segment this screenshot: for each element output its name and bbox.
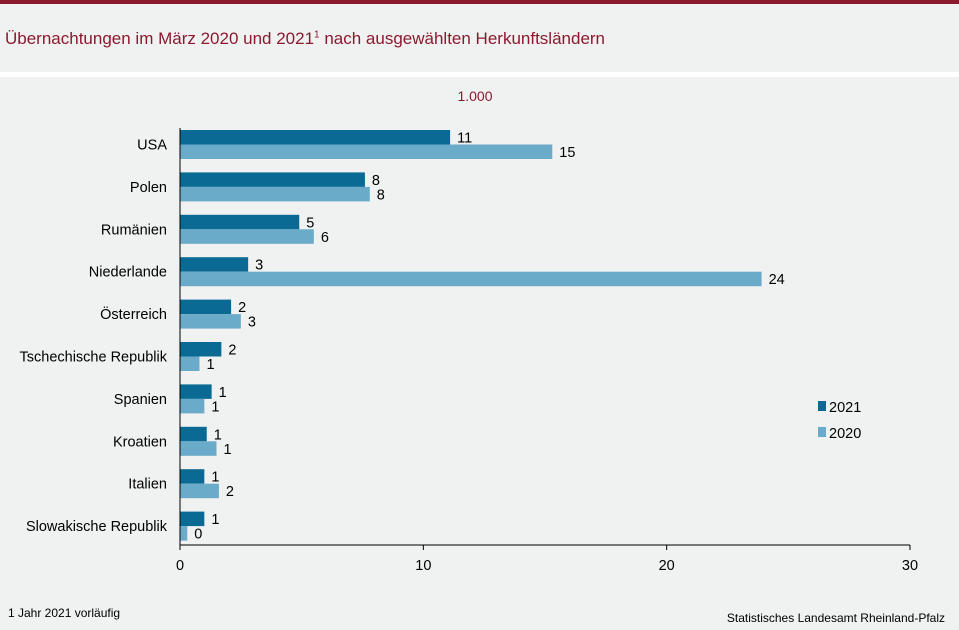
legend-label-2020: 2020: [829, 426, 861, 442]
bar-2020: [180, 356, 200, 371]
title-footnote-marker: 1: [314, 29, 320, 41]
bar-2020: [180, 483, 219, 499]
chart-title: Übernachtungen im März 2020 und 20211 na…: [5, 29, 605, 49]
bar-2021: [180, 214, 300, 230]
category-label: Niederlande: [89, 265, 167, 281]
bar-2020: [180, 314, 241, 329]
footnote: 1 Jahr 2021 vorläufig: [8, 606, 121, 620]
category-label: USA: [137, 138, 167, 154]
bar-2021: [180, 257, 249, 272]
legend-label-2021: 2021: [829, 400, 861, 416]
header-separator: [0, 72, 959, 77]
data-label-2020: 8: [377, 187, 385, 203]
bar-2021: [180, 511, 205, 527]
data-label-2021: 1: [214, 427, 222, 443]
x-tick-label: 30: [902, 558, 918, 574]
bar-2021: [180, 469, 205, 484]
data-label-2021: 5: [306, 215, 314, 231]
bar-2021: [180, 426, 207, 442]
category-label: Italien: [128, 477, 167, 493]
data-label-2021: 2: [228, 343, 236, 359]
source-label: Statistisches Landesamt Rheinland-Pfalz: [726, 611, 945, 625]
data-label-2021: 3: [255, 258, 263, 274]
data-label-2020: 2: [226, 484, 234, 500]
unit-label: 1.000: [457, 88, 493, 104]
category-label: Tschechische Republik: [20, 350, 168, 366]
title-main: Übernachtungen im März 2020 und 2021: [5, 29, 315, 48]
category-label: Rumänien: [101, 222, 167, 238]
bar-2020: [180, 271, 762, 287]
category-label: Kroatien: [113, 434, 167, 450]
data-label-2020: 1: [224, 442, 232, 458]
bar-2021: [180, 299, 232, 315]
data-label-2020: 6: [321, 230, 329, 246]
data-label-2021: 11: [457, 131, 472, 147]
bar-2021: [180, 172, 365, 187]
category-label: Spanien: [114, 392, 167, 408]
legend-swatch-2020: [818, 427, 826, 437]
data-label-2021: 8: [372, 173, 380, 189]
category-label: Slowakische Republik: [26, 519, 168, 535]
title-suffix: nach ausgewählten Herkunftsländern: [319, 29, 606, 48]
header: Übernachtungen im März 2020 und 20211 na…: [0, 4, 959, 72]
data-label-2020: 15: [559, 145, 575, 161]
bar-2020: [180, 186, 370, 202]
category-label: Polen: [130, 180, 167, 196]
bar-2021: [180, 130, 451, 145]
category-label: Österreich: [100, 305, 167, 323]
x-tick-label: 20: [659, 558, 675, 574]
chart-panel: [0, 77, 959, 630]
data-label-2020: 1: [206, 357, 214, 373]
data-label-2020: 0: [194, 527, 202, 543]
bar-2020: [180, 441, 217, 456]
bar-2020: [180, 398, 205, 414]
data-label-2020: 1: [211, 399, 219, 415]
data-label-2021: 1: [219, 385, 227, 401]
bar-2021: [180, 342, 222, 357]
data-label-2020: 3: [248, 315, 256, 331]
legend-swatch-2021: [818, 401, 826, 411]
bar-2020: [180, 229, 314, 244]
bar-2020: [180, 526, 188, 541]
top-accent-bar: [0, 0, 959, 4]
data-label-2021: 2: [238, 300, 246, 316]
data-label-2020: 24: [769, 272, 785, 288]
data-label-2021: 1: [211, 470, 219, 486]
bar-2020: [180, 144, 553, 159]
data-label-2021: 1: [211, 512, 219, 528]
bar-2021: [180, 384, 212, 399]
x-tick-label: 10: [415, 558, 431, 574]
x-tick-label: 0: [176, 558, 184, 574]
